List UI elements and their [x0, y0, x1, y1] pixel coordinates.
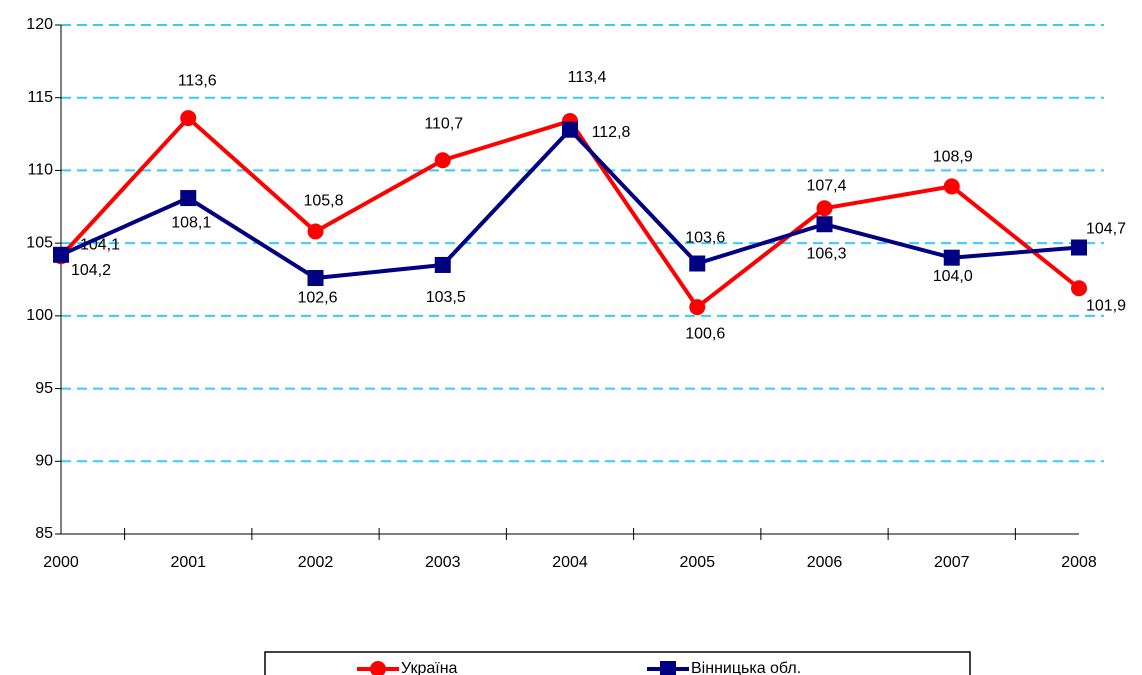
- data-label: 103,6: [685, 230, 725, 247]
- marker: [816, 200, 833, 217]
- marker: [434, 152, 451, 169]
- data-label: 104,7: [1086, 221, 1126, 238]
- legend-box: [264, 651, 971, 675]
- marker: [53, 246, 69, 263]
- data-label: 104,0: [933, 268, 973, 285]
- data-label: 105,8: [303, 193, 343, 210]
- marker: [180, 190, 197, 207]
- marker: [307, 223, 324, 240]
- data-label: 106,3: [806, 245, 846, 262]
- data-label: 101,9: [1086, 297, 1126, 314]
- marker: [434, 256, 451, 273]
- data-label: 107,4: [806, 177, 846, 194]
- y-tick-label: 105: [26, 234, 53, 251]
- data-label: 112,8: [592, 124, 631, 141]
- y-tick-label: 95: [35, 380, 53, 397]
- legend-marker: [660, 661, 676, 675]
- marker: [816, 216, 833, 233]
- y-tick-label: 90: [35, 453, 53, 470]
- marker: [180, 110, 197, 127]
- marker: [943, 249, 960, 266]
- x-tick-label: 2005: [679, 554, 715, 571]
- x-tick-label: 2007: [934, 554, 970, 571]
- x-tick-label: 2003: [425, 554, 461, 571]
- x-tick-label: 2006: [807, 554, 843, 571]
- y-tick-label: 100: [26, 307, 53, 324]
- data-label: 100,6: [685, 325, 725, 342]
- legend-label: Вінницька обл.: [691, 660, 801, 675]
- data-label: 113,4: [568, 69, 607, 86]
- y-tick-label: 85: [35, 525, 53, 542]
- marker: [562, 121, 578, 138]
- data-label: 110,7: [424, 115, 463, 132]
- marker: [689, 255, 706, 272]
- marker: [1071, 280, 1087, 297]
- marker: [1071, 239, 1087, 256]
- x-tick-label: 2000: [43, 554, 79, 571]
- data-label: 103,5: [426, 289, 466, 306]
- legend-marker: [370, 661, 386, 675]
- y-tick-label: 120: [26, 16, 53, 33]
- x-tick-label: 2001: [170, 554, 206, 571]
- marker: [307, 270, 324, 287]
- data-label: 102,6: [297, 289, 337, 306]
- marker: [943, 178, 960, 195]
- x-tick-label: 2004: [552, 554, 588, 571]
- marker: [689, 299, 706, 316]
- data-label: 108,1: [171, 214, 211, 231]
- legend-label: Україна: [401, 660, 458, 675]
- series-line: [60, 126, 1080, 281]
- data-label: 108,9: [933, 149, 973, 166]
- y-tick-label: 115: [27, 89, 53, 106]
- data-label: 113,6: [178, 72, 217, 89]
- x-tick-label: 2002: [298, 554, 334, 571]
- x-tick-label: 2008: [1061, 554, 1097, 571]
- data-label: 104,2: [71, 262, 111, 279]
- y-tick-label: 110: [27, 162, 53, 179]
